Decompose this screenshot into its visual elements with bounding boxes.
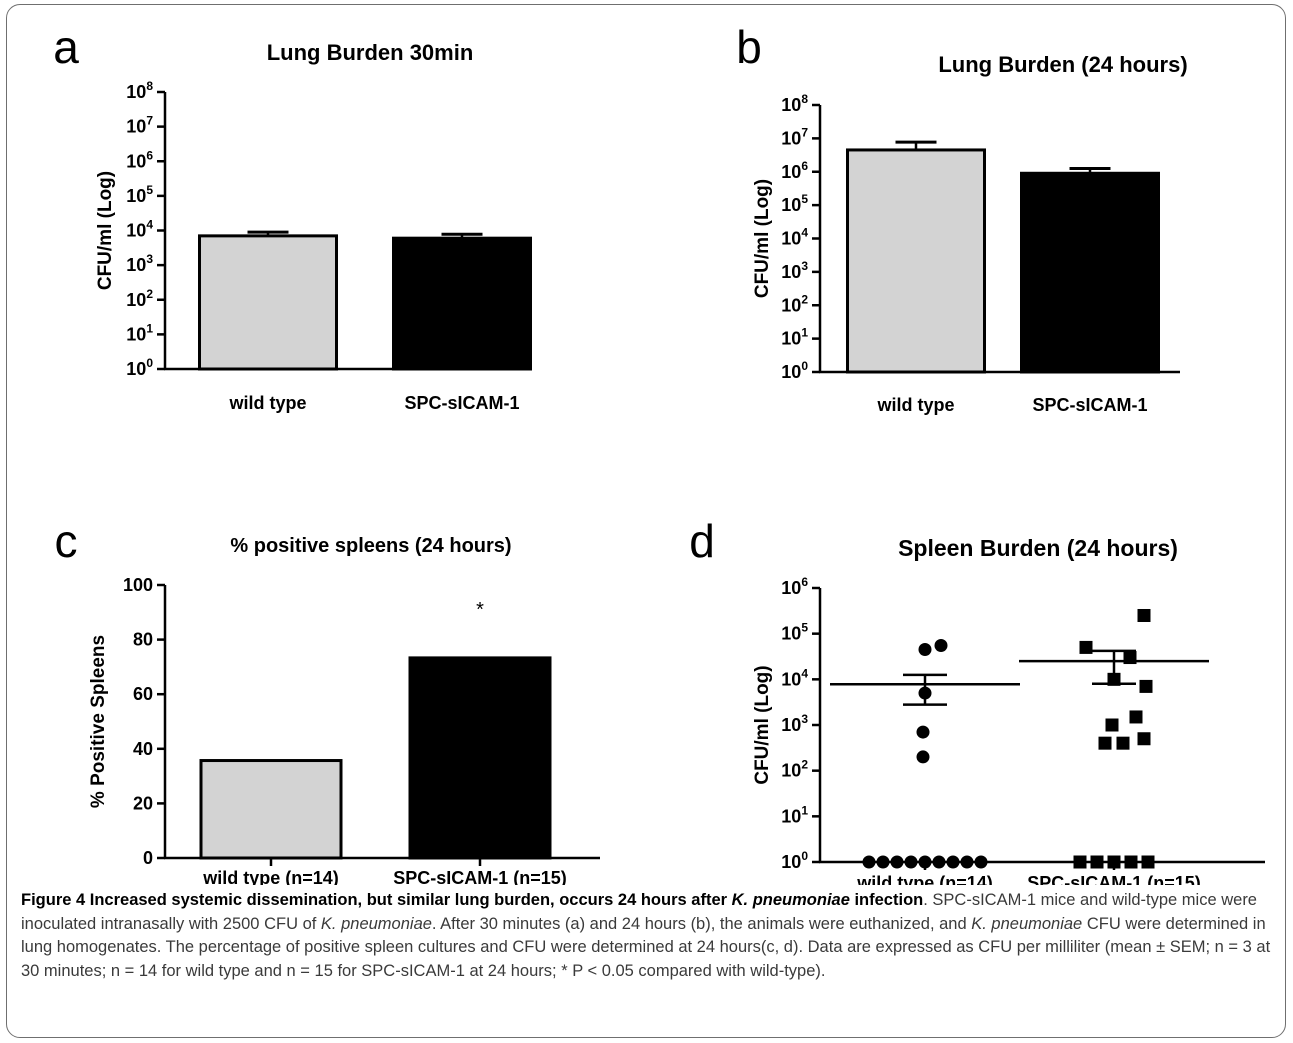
point-d-sicam (1139, 679, 1153, 693)
y-axis-label-c: % Positive Spleens (88, 635, 109, 808)
significance-marker-c: * (476, 599, 484, 621)
point-d-sicam (1141, 855, 1155, 869)
y-tick-label-a: 101 (126, 321, 153, 344)
y-tick-label-d: 102 (781, 758, 808, 781)
y-tick-label-d: 106 (781, 575, 808, 598)
y-tick-label-d: 100 (781, 849, 808, 872)
panel-a: a Lung Burden 30min CFU/ml (Log) 100 101 102 1… (53, 21, 532, 413)
x-tick-label-b: wild type (876, 395, 954, 415)
chart-title-b: Lung Burden (24 hours) (938, 52, 1187, 77)
panel-label-b: b (736, 21, 762, 73)
chart-title-a: Lung Burden 30min (267, 40, 474, 65)
point-d-wt (890, 855, 904, 869)
point-d-wt (934, 639, 948, 653)
point-d-sicam (1124, 855, 1138, 869)
point-d-wt (916, 750, 930, 764)
y-axis-label-d: CFU/ml (Log) (752, 665, 773, 784)
y-tick-label-d: 101 (781, 803, 808, 826)
y-tick-label-c: 100 (123, 575, 153, 595)
point-d-sicam (1107, 855, 1121, 869)
point-d-wt (862, 855, 876, 869)
y-tick-label-a: 108 (126, 79, 153, 102)
figure-caption: Figure 4 Increased systemic disseminatio… (21, 891, 1271, 980)
point-d-wt (932, 855, 946, 869)
point-d-wt (974, 855, 988, 869)
point-d-sicam (1116, 736, 1130, 750)
y-tick-label-c: 20 (133, 793, 153, 813)
point-d-wt (876, 855, 890, 869)
point-d-sicam (1137, 608, 1151, 622)
point-d-sicam (1105, 718, 1119, 732)
y-tick-label-a: 102 (126, 287, 153, 310)
point-d-sicam (1129, 710, 1143, 724)
panel-label-d: d (689, 515, 715, 567)
bar-a-1 (198, 234, 338, 371)
y-tick-label-a: 105 (126, 183, 153, 206)
y-tick-label-b: 107 (781, 125, 808, 148)
point-d-sicam (1098, 736, 1112, 750)
point-d-sicam (1073, 855, 1087, 869)
point-d-wt (904, 855, 918, 869)
y-tick-label-b: 106 (781, 159, 808, 182)
point-d-sicam (1090, 855, 1104, 869)
point-d-wt (946, 855, 960, 869)
y-tick-label-a: 103 (126, 252, 153, 275)
bar-c-1 (199, 759, 343, 860)
panel-d: d Spleen Burden (24 hours) CFU/ml (Log) 100… (689, 515, 1265, 885)
y-tick-label-d: 105 (781, 621, 808, 644)
bar-a-2 (392, 236, 532, 371)
point-d-wt (918, 643, 932, 657)
y-tick-label-a: 106 (126, 148, 153, 171)
caption-lead: Figure 4 Increased systemic disseminatio… (21, 891, 924, 909)
y-tick-label-c: 40 (133, 739, 153, 759)
y-tick-label-b: 100 (781, 359, 808, 382)
x-tick-label-a: wild type (228, 393, 306, 413)
y-tick-label-b: 108 (781, 92, 808, 115)
y-axis-label-a: CFU/ml (Log) (95, 171, 116, 290)
y-tick-label-b: 104 (781, 226, 808, 249)
panel-label-c: c (55, 515, 78, 567)
point-d-wt (916, 725, 930, 739)
figure-panels: a Lung Burden 30min CFU/ml (Log) 100 101 102 1… (53, 21, 1265, 885)
chart-title-c: % positive spleens (24 hours) (230, 535, 511, 557)
x-tick-label-a: SPC-sICAM-1 (404, 393, 519, 413)
figure-frame (6, 4, 1286, 1038)
chart-title-d: Spleen Burden (24 hours) (898, 535, 1178, 561)
x-tick-label-b: SPC-sICAM-1 (1032, 395, 1147, 415)
y-tick-label-b: 101 (781, 326, 808, 349)
point-d-wt (918, 855, 932, 869)
x-tick-label-d: SPC-sICAM-1 (n=15) (1027, 873, 1201, 885)
y-tick-label-c: 80 (133, 630, 153, 650)
y-tick-label-c: 0 (143, 848, 153, 868)
y-axis-label-b: CFU/ml (Log) (752, 179, 773, 298)
y-tick-label-a: 104 (126, 218, 153, 241)
panel-c: c % positive spleens (24 hours) % Positive… (55, 515, 600, 885)
x-tick-label-d: wild type (n=14) (856, 873, 993, 885)
y-tick-label-a: 107 (126, 114, 153, 137)
x-tick-label-c: wild type (n=14) (202, 868, 339, 885)
y-tick-label-a: 100 (126, 356, 153, 379)
point-d-wt (960, 855, 974, 869)
x-tick-label-c: SPC-sICAM-1 (n=15) (393, 868, 567, 885)
bar-b-1 (846, 148, 986, 374)
y-tick-label-d: 103 (781, 712, 808, 735)
point-d-sicam (1079, 640, 1093, 654)
point-d-sicam (1137, 732, 1151, 746)
y-tick-label-b: 103 (781, 259, 808, 282)
y-tick-label-c: 60 (133, 684, 153, 704)
panel-b: b Lung Burden (24 hours) CFU/ml (Log) 100 10… (736, 21, 1187, 415)
y-tick-label-b: 102 (781, 292, 808, 315)
y-tick-label-d: 104 (781, 666, 808, 689)
bar-c-2 (408, 656, 552, 860)
panel-label-a: a (53, 21, 79, 73)
y-tick-label-b: 105 (781, 192, 808, 215)
bar-b-2 (1020, 171, 1160, 374)
